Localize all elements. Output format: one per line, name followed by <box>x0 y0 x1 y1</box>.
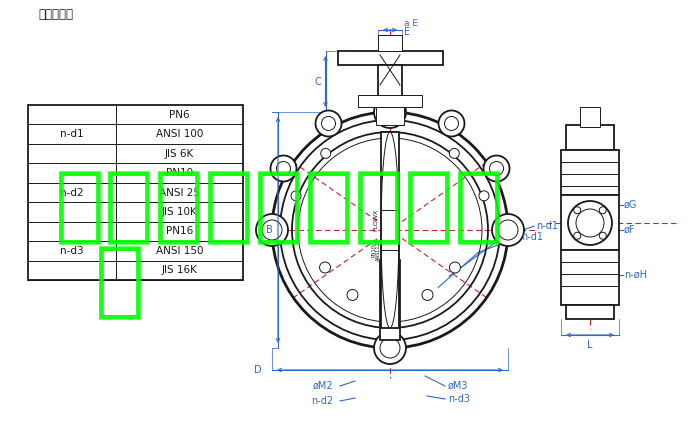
Bar <box>376 107 404 125</box>
Circle shape <box>347 289 358 300</box>
Circle shape <box>291 191 301 201</box>
Circle shape <box>450 149 459 158</box>
Bar <box>561 195 619 250</box>
Text: 数码电器测评，数码: 数码电器测评，数码 <box>55 166 505 247</box>
Circle shape <box>576 209 604 237</box>
Circle shape <box>574 232 581 239</box>
Circle shape <box>380 102 400 122</box>
Text: n-d3: n-d3 <box>448 394 470 404</box>
Text: øG: øG <box>624 200 637 210</box>
Text: PN16: PN16 <box>166 226 193 236</box>
Circle shape <box>374 332 406 364</box>
Text: ANSI 150: ANSI 150 <box>155 246 204 256</box>
Circle shape <box>374 96 406 128</box>
Circle shape <box>489 161 503 175</box>
Text: øM2: øM2 <box>312 381 333 391</box>
Bar <box>378 35 402 51</box>
Bar <box>29 182 116 222</box>
Text: a E: a E <box>404 19 418 28</box>
Text: øF: øF <box>624 225 636 235</box>
Circle shape <box>422 289 433 300</box>
Bar <box>580 107 600 127</box>
Circle shape <box>262 220 282 240</box>
Circle shape <box>599 207 606 214</box>
Circle shape <box>450 262 461 273</box>
Circle shape <box>599 232 606 239</box>
Text: E: E <box>404 27 410 37</box>
Circle shape <box>277 161 291 175</box>
Bar <box>337 51 443 65</box>
Circle shape <box>321 116 335 131</box>
Bar <box>380 55 400 85</box>
Text: PN10: PN10 <box>166 168 193 178</box>
Text: n-d1: n-d1 <box>60 129 84 139</box>
Bar <box>380 260 400 340</box>
Circle shape <box>574 207 581 214</box>
Text: n-d3: n-d3 <box>60 246 84 256</box>
Circle shape <box>319 262 330 273</box>
Bar <box>29 241 116 280</box>
Circle shape <box>256 214 288 246</box>
Circle shape <box>445 116 459 131</box>
Text: øM3: øM3 <box>448 381 468 391</box>
Text: FLOWX: FLOWX <box>374 209 378 231</box>
Circle shape <box>484 155 510 181</box>
Text: n-øH: n-øH <box>624 270 647 280</box>
Bar <box>566 305 614 319</box>
Text: n-d1: n-d1 <box>521 232 543 242</box>
Text: PN6: PN6 <box>169 110 190 120</box>
Text: JIS 6K: JIS 6K <box>165 149 194 159</box>
Bar <box>358 95 422 107</box>
Text: n-d2: n-d2 <box>60 187 84 197</box>
Bar <box>29 124 116 163</box>
Text: 电: 电 <box>95 241 145 322</box>
Bar <box>561 150 619 195</box>
Text: PN10/
ANS1125: PN10/ ANS1125 <box>371 239 381 262</box>
Text: n-d2: n-d2 <box>311 396 333 406</box>
Circle shape <box>568 201 612 245</box>
Bar <box>378 65 402 120</box>
Bar <box>566 125 614 150</box>
Bar <box>28 105 243 280</box>
Text: D: D <box>254 365 262 375</box>
Circle shape <box>321 149 330 158</box>
Circle shape <box>492 214 524 246</box>
Circle shape <box>498 220 518 240</box>
Circle shape <box>316 110 342 137</box>
Bar <box>561 250 619 305</box>
Text: JIS 16K: JIS 16K <box>162 265 197 275</box>
Text: ANSI 100: ANSI 100 <box>156 129 204 139</box>
Text: C: C <box>314 77 321 86</box>
Circle shape <box>380 338 400 358</box>
Text: B: B <box>266 225 273 235</box>
Circle shape <box>270 155 296 181</box>
Text: 适用法兰：: 适用法兰： <box>38 8 73 21</box>
Text: ANSI 25: ANSI 25 <box>159 187 200 197</box>
Circle shape <box>479 191 489 201</box>
Text: n-d1: n-d1 <box>536 221 558 231</box>
Circle shape <box>438 110 464 137</box>
Bar <box>381 132 399 328</box>
Text: JIS 10K: JIS 10K <box>162 207 197 217</box>
Text: L: L <box>588 340 592 350</box>
